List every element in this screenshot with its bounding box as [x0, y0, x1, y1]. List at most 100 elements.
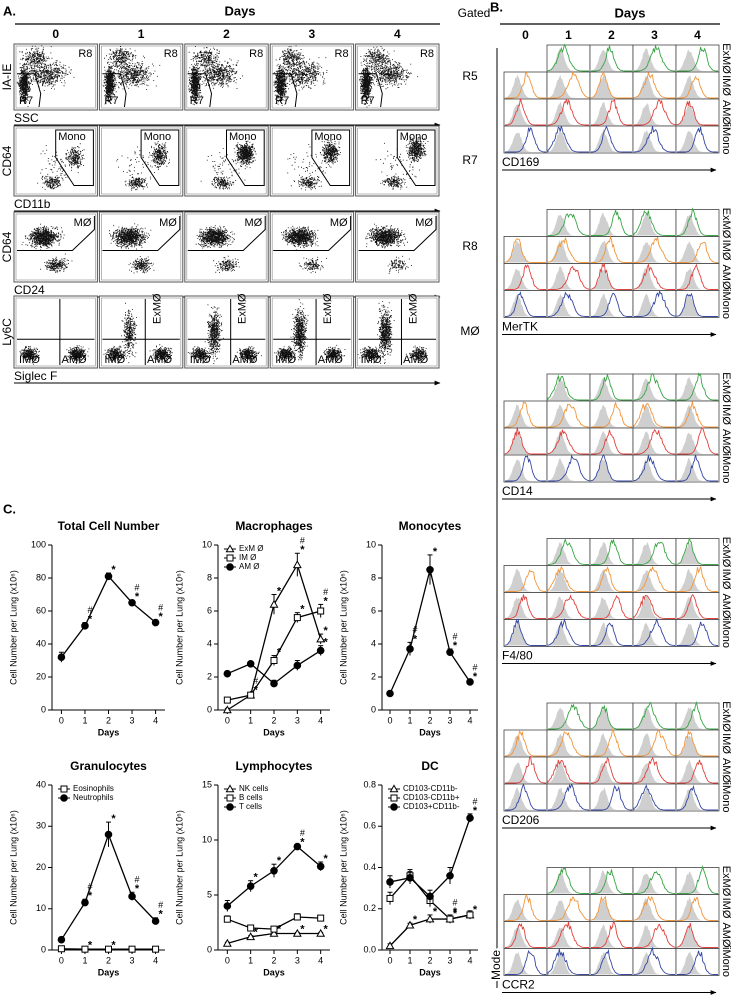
population-label: iMono	[720, 125, 732, 155]
population-histogram	[547, 565, 589, 592]
population-histogram	[547, 43, 589, 72]
x-axis-label: Days	[98, 967, 120, 977]
dot-cloud	[104, 46, 137, 69]
dot-cloud	[187, 346, 213, 364]
gated-title: Gated	[458, 6, 491, 20]
dot-cloud	[107, 54, 161, 90]
x-tick-label: 4	[467, 955, 472, 965]
data-point	[57, 935, 66, 944]
day-label: 4	[394, 27, 401, 41]
data-point	[223, 915, 231, 923]
dot-cloud	[188, 46, 220, 72]
plot-frame-inner	[357, 127, 438, 195]
y-tick-label: 4	[371, 638, 376, 648]
dot-cloud	[298, 256, 327, 274]
dot-cloud	[405, 137, 429, 162]
data-point	[223, 696, 231, 704]
gate-label: ExMØ	[322, 293, 334, 324]
reference-histogram	[677, 925, 718, 948]
reference-histogram	[505, 899, 546, 921]
data-point	[269, 599, 279, 608]
population-histogram	[591, 566, 632, 592]
reference-histogram	[505, 597, 546, 619]
reference-histogram	[548, 870, 589, 894]
population-histogram	[548, 703, 590, 730]
dot-cloud	[21, 223, 65, 251]
significance-star: *	[158, 611, 163, 623]
gate	[55, 129, 94, 186]
legend-marker	[60, 785, 68, 793]
reference-histogram	[505, 762, 546, 783]
reference-histogram	[548, 458, 589, 481]
gate-label: IMØ	[104, 354, 125, 366]
gate	[102, 73, 127, 108]
gate-label: R8	[249, 48, 263, 60]
population-histogram	[505, 400, 546, 428]
population-label: IMØ	[720, 240, 732, 261]
dot-cloud	[65, 345, 90, 364]
population-label: ExMØ	[720, 866, 732, 897]
reference-histogram	[591, 459, 632, 481]
population-histogram	[634, 923, 676, 948]
population-histogram	[591, 728, 632, 757]
y-tick-label: 30	[36, 821, 46, 831]
significance-star: *	[473, 904, 478, 916]
population-label: iMono	[720, 618, 732, 648]
series-line	[60, 832, 157, 941]
gate-label: R7	[104, 95, 118, 107]
y-axis-label: CD64	[0, 145, 14, 176]
y-tick-label: 80	[36, 572, 46, 582]
reference-histogram	[677, 568, 718, 592]
population-histogram	[548, 896, 590, 921]
population-histogram	[504, 238, 546, 263]
data-point	[466, 814, 474, 822]
reference-histogram	[505, 786, 546, 810]
x-tick-label: 3	[130, 715, 135, 725]
y-tick-label: 10	[202, 834, 212, 844]
significance-star: *	[324, 637, 329, 649]
population-histogram	[547, 98, 589, 126]
significance-star: *	[88, 613, 93, 625]
reference-histogram	[591, 293, 632, 317]
y-axis-label: IA-IE	[0, 64, 14, 91]
plot-frame-inner	[271, 297, 352, 367]
population-histogram	[677, 896, 718, 921]
gate-label: AMØ	[403, 354, 429, 366]
x-tick-label: 1	[82, 955, 87, 965]
y-axis-label: Cell Number per Lung (x10⁶)	[174, 570, 184, 685]
gated-label: R8	[462, 239, 478, 253]
population-label: AMØ	[720, 593, 732, 619]
y-tick-label: 10	[366, 539, 376, 549]
reference-histogram	[591, 569, 632, 592]
reference-histogram	[548, 48, 589, 71]
reference-histogram	[505, 74, 546, 98]
day-label: 1	[138, 27, 145, 41]
data-point	[152, 945, 160, 953]
panel-label: B.	[490, 0, 503, 14]
series-line	[60, 575, 157, 658]
data-point	[317, 607, 325, 615]
data-point	[293, 661, 302, 670]
y-tick-label: 15	[202, 779, 212, 789]
y-axis-label: Cell Number per Lung (x10⁶)	[338, 570, 348, 685]
significance-star: *	[277, 585, 282, 597]
reference-histogram	[591, 762, 632, 783]
population-label: IMØ	[720, 75, 732, 96]
population-histogram	[505, 783, 546, 811]
data-point	[316, 862, 325, 871]
reference-histogram	[677, 707, 718, 729]
reference-histogram	[505, 951, 546, 975]
plot-frame-inner	[15, 297, 96, 367]
chart-title: Granulocytes	[70, 759, 147, 773]
population-label: ExMØ	[720, 701, 732, 732]
population-histogram	[633, 125, 675, 153]
y-tick-label: 0.6	[363, 821, 376, 831]
population-histogram	[591, 919, 632, 948]
population-label: ExMØ	[720, 537, 732, 568]
day-label: 0	[52, 27, 59, 41]
gate	[311, 129, 351, 186]
dot-cloud	[213, 255, 240, 273]
chart-title: Total Cell Number	[58, 519, 160, 533]
reference-histogram	[634, 75, 675, 98]
